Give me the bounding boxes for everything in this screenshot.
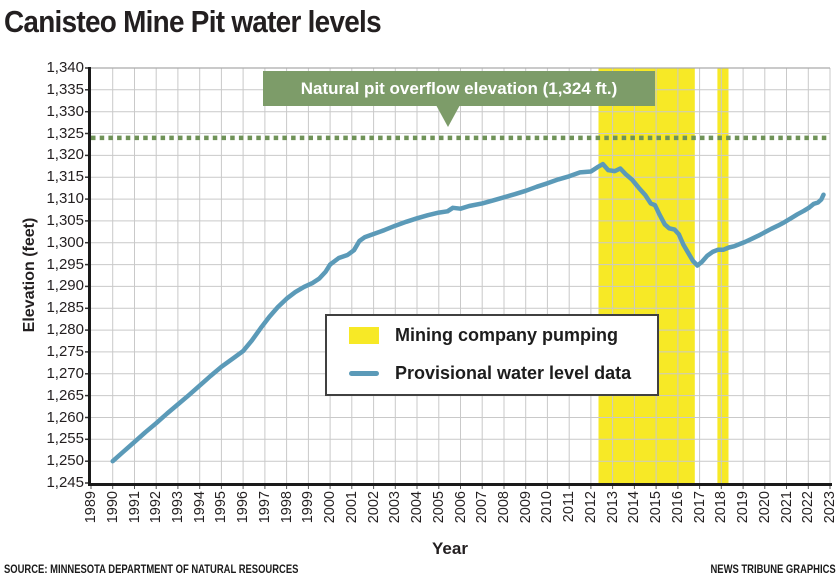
legend-item-waterlevel: Provisional water level data (327, 354, 657, 392)
source-credit: SOURCE: MINNESOTA DEPARTMENT OF NATURAL … (4, 564, 299, 576)
x-axis-title: Year (432, 539, 468, 558)
y-tick-label: 1,305 (46, 211, 84, 229)
x-tick-label: 2013 (604, 491, 621, 524)
y-tick-label: 1,330 (46, 102, 84, 120)
x-tick-label: 2017 (691, 491, 708, 524)
x-tick-label: 1991 (126, 491, 143, 524)
y-tick-label: 1,335 (46, 80, 84, 98)
y-tick-label: 1,275 (46, 342, 84, 360)
x-tick-label: 1998 (278, 491, 295, 524)
chart-title: Canisteo Mine Pit water levels (4, 4, 382, 39)
y-tick-label: 1,255 (46, 430, 84, 448)
x-tick-label: 2009 (517, 491, 534, 524)
x-tick-label: 2015 (648, 491, 665, 524)
x-tick-label: 1996 (235, 491, 252, 524)
x-tick-label: 2001 (343, 491, 360, 524)
x-tick-label: 2019 (735, 491, 752, 524)
legend-label-pumping: Mining company pumping (395, 324, 618, 345)
x-tick-label: 2003 (387, 491, 404, 524)
y-tick-label: 1,310 (46, 190, 84, 208)
x-tick-label: 1994 (191, 491, 208, 524)
x-tick-label: 2006 (452, 491, 469, 524)
x-tick-label: 2014 (626, 491, 643, 524)
x-tick-label: 2021 (778, 491, 795, 524)
x-tick-label: 2010 (539, 491, 556, 524)
y-tick-label: 1,315 (46, 168, 84, 186)
y-tick-label: 1,260 (46, 408, 84, 426)
overflow-elevation-label: Natural pit overflow elevation (1,324 ft… (300, 79, 618, 98)
x-tick-label: 2004 (409, 491, 425, 524)
y-tick-label: 1,325 (46, 124, 84, 142)
legend: Mining company pumping Provisional water… (325, 314, 659, 396)
y-tick-label: 1,270 (46, 364, 84, 382)
y-tick-label: 1,280 (46, 321, 84, 339)
overflow-elevation-callout: Natural pit overflow elevation (1,324 ft… (263, 71, 655, 106)
x-tick-label: 2005 (430, 491, 447, 524)
y-tick-label: 1,340 (46, 59, 84, 76)
y-tick-label: 1,290 (46, 277, 84, 295)
x-tick-label: 2020 (756, 491, 773, 524)
x-tick-label: 1992 (148, 491, 165, 524)
legend-item-pumping: Mining company pumping (327, 316, 657, 354)
x-tick-label: 2012 (582, 491, 599, 524)
y-tick-label: 1,285 (46, 299, 84, 317)
x-tick-label: 2023 (822, 491, 838, 524)
x-tick-label: 2008 (496, 491, 512, 524)
x-tick-label: 1997 (256, 491, 273, 524)
y-tick-label: 1,320 (46, 146, 84, 164)
waterlevel-line-swatch-icon (349, 370, 379, 376)
graphics-credit: NEWS TRIBUNE GRAPHICS (710, 564, 836, 576)
x-tick-label: 2016 (669, 491, 686, 524)
x-tick-label: 2002 (365, 491, 382, 524)
x-tick-label: 2018 (713, 491, 730, 524)
y-tick-label: 1,300 (46, 233, 84, 251)
x-tick-label: 1989 (83, 491, 99, 524)
callout-pointer-icon (436, 105, 460, 127)
y-tick-label: 1,265 (46, 386, 84, 404)
pumping-band-swatch-icon (349, 326, 379, 344)
x-tick-label: 1995 (213, 491, 230, 524)
y-tick-label: 1,245 (46, 474, 84, 491)
x-tick-label: 1999 (300, 491, 317, 524)
x-tick-label: 2007 (474, 491, 491, 524)
legend-label-waterlevel: Provisional water level data (395, 362, 632, 383)
x-tick-label: 2000 (322, 491, 339, 524)
y-axis-title: Elevation (feet) (21, 217, 38, 333)
y-tick-label: 1,250 (46, 452, 84, 470)
y-tick-label: 1,295 (46, 255, 84, 273)
x-tick-label: 1993 (169, 491, 186, 524)
x-tick-label: 2011 (561, 491, 578, 523)
x-tick-label: 1990 (104, 491, 121, 524)
x-tick-label: 2022 (800, 491, 817, 524)
